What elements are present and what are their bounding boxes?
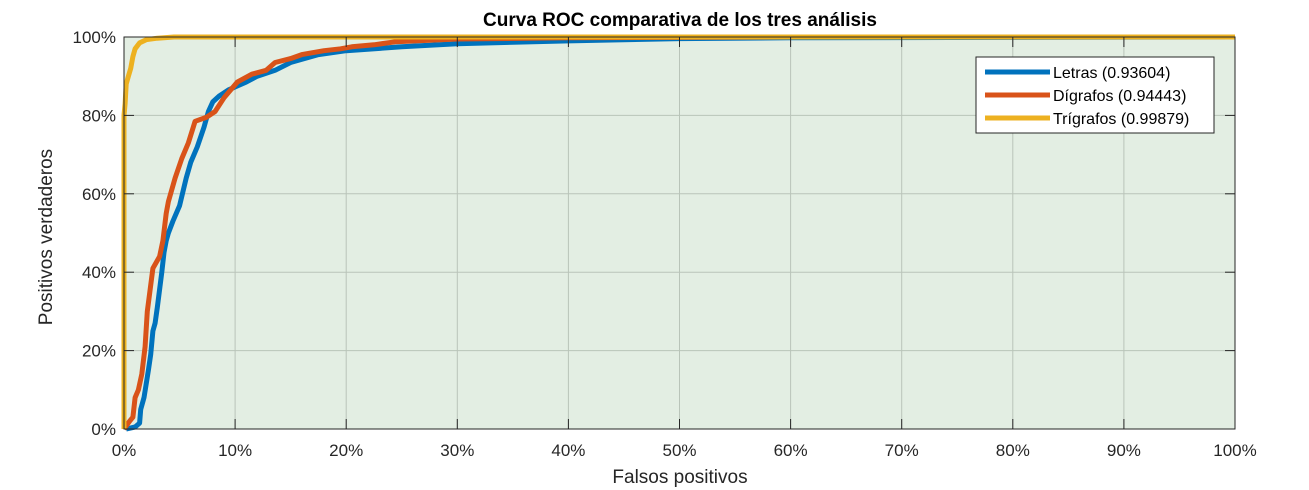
legend-entry: Dígrafos (0.94443) [1053, 88, 1186, 105]
x-tick-label: 40% [551, 441, 585, 460]
x-tick-label: 10% [218, 441, 252, 460]
y-tick-label: 40% [82, 263, 116, 282]
legend-entry: Letras (0.93604) [1053, 65, 1170, 82]
series-line-2 [121, 34, 1235, 431]
x-axis-label: Falsos positivos [612, 467, 747, 488]
y-tick-label: 0% [91, 420, 116, 439]
x-tick-label: 50% [662, 441, 696, 460]
x-tick-label: 0% [112, 441, 137, 460]
series-line-3 [121, 34, 1235, 429]
x-tick-label: 60% [774, 441, 808, 460]
legend: Letras (0.93604) Dígrafos (0.94443) Trígra… [975, 56, 1215, 134]
legend-entry: Trígrafos (0.99879) [1053, 111, 1189, 128]
y-tick-label: 60% [82, 185, 116, 204]
x-tick-label: 80% [996, 441, 1030, 460]
chart-title: Curva ROC comparativa de los tres anális… [483, 10, 877, 31]
y-tick-label: 100% [73, 28, 116, 47]
x-tick-label: 20% [329, 441, 363, 460]
x-axis-ticks: 0% 10% 20% 30% 40% 50% 60% 70% 80% 90% 100% [112, 37, 1257, 460]
x-tick-label: 70% [885, 441, 919, 460]
x-tick-label: 100% [1213, 441, 1256, 460]
y-axis-ticks: 0% 20% 40% 60% 80% 100% [73, 28, 1235, 439]
x-tick-label: 90% [1107, 441, 1141, 460]
y-axis-label: Positivos verdaderos [36, 149, 57, 325]
series-lines [121, 34, 1236, 432]
y-tick-label: 20% [82, 342, 116, 361]
y-tick-label: 80% [82, 106, 116, 125]
series-line-1 [125, 34, 1236, 432]
x-tick-label: 30% [440, 441, 474, 460]
